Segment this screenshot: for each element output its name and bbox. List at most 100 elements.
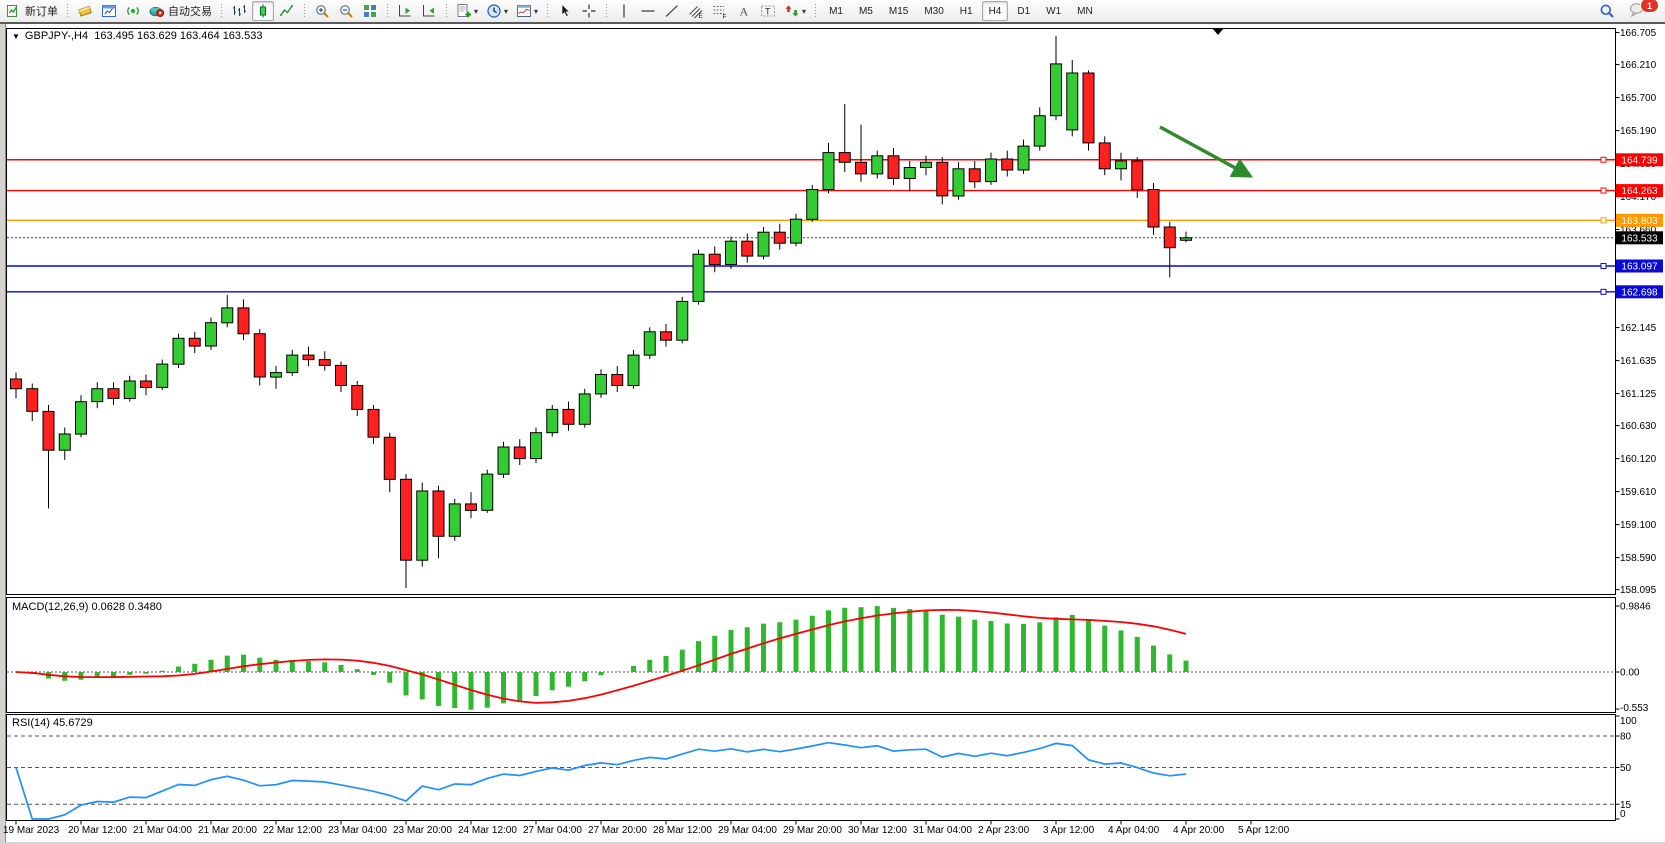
timeframe-h1-button[interactable]: H1: [959, 5, 973, 17]
chart-title-marker-icon[interactable]: ▼: [12, 32, 20, 41]
new-order-button[interactable]: 新订单: [3, 1, 61, 21]
timeframe-mn-button[interactable]: MN: [1077, 5, 1093, 17]
notification-badge: 1: [1640, 0, 1659, 13]
text-label-icon: T: [760, 3, 776, 19]
price-level-handle-163.097[interactable]: [1600, 262, 1607, 269]
auto-scroll-icon: [421, 3, 437, 19]
price-tick-label: 166.705: [1620, 28, 1657, 39]
candle-bearish: [838, 152, 851, 163]
timeframe-m15-button[interactable]: M15: [888, 5, 909, 17]
timeframe-m30-button[interactable]: M30: [924, 5, 944, 17]
search-button[interactable]: [1596, 1, 1618, 21]
horizontal-line-button[interactable]: [637, 1, 659, 21]
candle-bullish: [725, 240, 737, 265]
candle-bullish: [692, 253, 705, 302]
price-level-badge-163.097: [1616, 259, 1663, 273]
timeframe-m5-button[interactable]: M5: [858, 5, 873, 17]
time-axis-label: 21 Mar 20:00: [198, 825, 257, 836]
price-chart-panel[interactable]: [6, 28, 1616, 595]
candle-bearish: [562, 408, 575, 425]
candle-bearish: [708, 253, 721, 266]
svg-text:F: F: [723, 14, 727, 20]
candle-bullish: [530, 432, 542, 460]
shift-end-button[interactable]: [394, 1, 416, 21]
auto-trading-button[interactable]: 自动交易: [146, 1, 215, 21]
chevron-down-icon[interactable]: ▾: [474, 6, 479, 16]
tile-windows-button[interactable]: [359, 1, 381, 21]
periods-button[interactable]: ▾: [483, 1, 511, 21]
candle-bearish: [968, 168, 981, 183]
line-chart-button[interactable]: [276, 1, 298, 21]
price-level-handle-164.263[interactable]: [1600, 187, 1607, 194]
price-level-handle-162.698[interactable]: [1600, 288, 1607, 295]
price-level-handle-164.739[interactable]: [1600, 156, 1607, 163]
shift-end-icon: [397, 3, 413, 19]
cursor-button[interactable]: [554, 1, 576, 21]
candle-bearish: [1082, 72, 1095, 144]
zoom-out-button[interactable]: [335, 1, 357, 21]
chart-shift-marker[interactable]: [1213, 29, 1223, 35]
chevron-down-icon[interactable]: ▾: [534, 6, 539, 16]
candle-bearish: [1147, 189, 1160, 228]
macd-tick-label: 0.00: [1620, 668, 1640, 679]
candle-bullish: [91, 388, 104, 403]
indicators-button[interactable]: ▾: [453, 1, 481, 21]
timeframe-w1-button[interactable]: W1: [1046, 5, 1062, 17]
market-window-button[interactable]: [98, 1, 120, 21]
time-axis-label: 23 Mar 20:00: [393, 825, 452, 836]
chart-ohlc-values: 163.495 163.629 163.464 163.533: [94, 30, 263, 42]
timeframe-m1-button[interactable]: M1: [829, 5, 843, 17]
crosshair-button[interactable]: [578, 1, 600, 21]
zoom-in-button[interactable]: [311, 1, 333, 21]
chat-button[interactable]: 1: [1629, 0, 1659, 21]
price-level-handle-163.803[interactable]: [1600, 217, 1607, 224]
price-tick-label: 159.610: [1620, 487, 1657, 498]
trend-arrow-annotation[interactable]: [1159, 125, 1254, 178]
text-label-button[interactable]: T: [757, 1, 779, 21]
candlestick-chart-button[interactable]: [252, 1, 274, 21]
fibonacci-button[interactable]: F: [709, 1, 731, 21]
time-axis-label: 4 Apr 04:00: [1108, 825, 1160, 836]
crosshair-icon: [581, 3, 597, 19]
chevron-down-icon[interactable]: ▾: [802, 6, 807, 16]
channel-button[interactable]: E: [685, 1, 707, 21]
trendline-button[interactable]: [661, 1, 683, 21]
auto-scroll-button[interactable]: [418, 1, 440, 21]
window-bottom-edge: [0, 842, 1665, 844]
templates-icon: [516, 3, 532, 19]
price-tick-label: 166.210: [1620, 60, 1657, 71]
price-level-badge-163.803-text: 163.803: [1621, 216, 1658, 227]
candle-bearish: [302, 354, 315, 361]
price-level-badge-163.097-text: 163.097: [1621, 262, 1658, 273]
price-tick-label: 161.125: [1620, 389, 1657, 400]
vertical-line-button[interactable]: [613, 1, 635, 21]
candle-bullish: [481, 473, 494, 511]
candle-bullish: [497, 446, 510, 475]
candle-bearish: [660, 331, 672, 341]
price-tick-label: 165.700: [1620, 93, 1657, 104]
timeframe-h4-button[interactable]: H4: [981, 1, 1009, 21]
price-tick-label: 162.145: [1620, 323, 1657, 334]
chevron-down-icon[interactable]: ▾: [504, 6, 509, 16]
candle-bullish: [448, 503, 461, 537]
candle-bullish: [757, 231, 770, 257]
profile-button[interactable]: [74, 1, 96, 21]
rsi-tick-label: 100: [1620, 716, 1637, 727]
arrows-button[interactable]: ▾: [781, 1, 809, 21]
price-tick-label: 160.120: [1620, 454, 1657, 465]
candle-bullish: [822, 152, 835, 191]
signal-button[interactable]: [122, 1, 144, 21]
bar-chart-button[interactable]: [228, 1, 250, 21]
timeframe-d1-button[interactable]: D1: [1017, 5, 1031, 17]
zoom-out-icon: [338, 3, 354, 19]
templates-button[interactable]: ▾: [513, 1, 541, 21]
candle-bullish: [790, 218, 802, 244]
time-axis-label: 27 Mar 04:00: [523, 825, 582, 836]
market-window-icon: [101, 3, 117, 19]
candle-bearish: [351, 385, 364, 410]
current-price-badge: [1616, 231, 1663, 245]
chart-symbol-period: GBPJPY-,H4: [24, 30, 89, 42]
text-button[interactable]: A: [733, 1, 755, 21]
price-tick-label: 164.170: [1620, 192, 1657, 203]
